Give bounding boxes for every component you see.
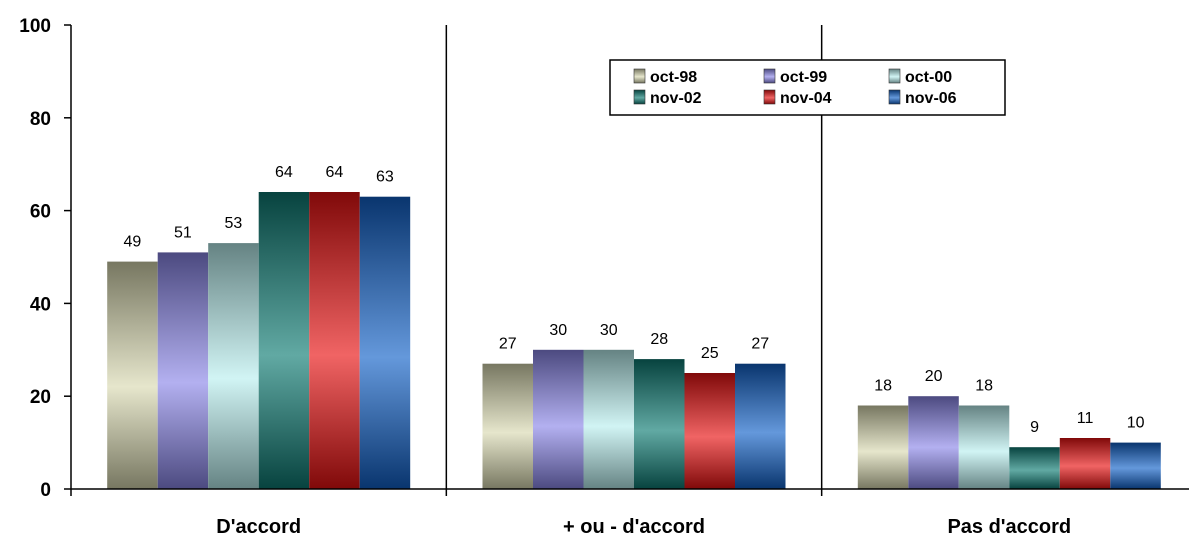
bar-oct-00-1 — [583, 349, 634, 489]
data-label-oct-00-2: 18 — [975, 378, 993, 395]
data-label-nov-04-1: 25 — [701, 345, 719, 362]
data-label-oct-00-1: 30 — [600, 322, 618, 339]
data-label-oct-99-0: 51 — [174, 224, 192, 241]
axes-layer: 0 20 40 60 80 100 — [19, 16, 1189, 501]
bar-oct-00-2 — [958, 405, 1010, 489]
data-label-oct-00-0: 53 — [225, 215, 243, 232]
data-label-nov-02-2: 9 — [1030, 419, 1039, 436]
labels-layer: 49 51 53 64 64 63 D'accord 27 30 30 28 25 27 + ou - d… — [124, 164, 1145, 538]
bar-oct-98-0 — [107, 261, 158, 489]
bar-oct-00-0 — [208, 243, 259, 489]
data-label-oct-99-1: 30 — [549, 322, 567, 339]
y-tick-label-100: 100 — [19, 16, 51, 37]
bar-nov-06-1 — [735, 363, 786, 489]
category-label-0: D'accord — [216, 516, 301, 538]
data-label-oct-98-2: 18 — [874, 378, 892, 395]
legend-box — [609, 59, 1006, 116]
data-label-nov-02-1: 28 — [650, 331, 668, 348]
data-label-oct-98-1: 27 — [499, 336, 517, 353]
legend: oct-98 oct-99 oct-00 nov-02 nov-04 nov-06 — [609, 59, 1006, 116]
y-tick-label-20: 20 — [30, 387, 51, 408]
y-tick-label-80: 80 — [30, 109, 51, 130]
bar-nov-02-2 — [1009, 447, 1060, 489]
bar-oct-99-0 — [157, 252, 209, 489]
legend-label-oct-98: oct-98 — [650, 69, 697, 86]
data-label-nov-04-0: 64 — [326, 164, 344, 181]
bar-oct-98-2 — [857, 405, 909, 489]
category-label-2: Pas d'accord — [947, 516, 1071, 538]
category-label-1: + ou - d'accord — [563, 516, 705, 538]
data-label-oct-99-2: 20 — [925, 368, 943, 385]
data-label-nov-06-1: 27 — [751, 336, 769, 353]
legend-label-oct-99: oct-99 — [780, 69, 827, 86]
data-label-nov-06-2: 10 — [1127, 415, 1145, 432]
legend-label-nov-02: nov-02 — [650, 90, 702, 107]
bars-layer — [107, 192, 1161, 489]
bar-nov-06-2 — [1110, 442, 1161, 489]
bar-oct-98-1 — [482, 363, 533, 489]
y-tick-label-0: 0 — [40, 480, 51, 501]
bar-nov-04-0 — [309, 192, 360, 489]
data-label-oct-98-0: 49 — [124, 234, 142, 251]
legend-label-oct-00: oct-00 — [905, 69, 952, 86]
bar-nov-02-1 — [634, 359, 685, 489]
bar-nov-04-2 — [1059, 438, 1111, 489]
legend-swatch-nov-02 — [633, 89, 646, 105]
data-label-nov-06-0: 63 — [376, 169, 394, 186]
bar-nov-02-0 — [258, 192, 310, 489]
bar-nov-06-0 — [359, 196, 411, 489]
legend-swatch-oct-98 — [633, 68, 646, 84]
bar-oct-99-1 — [533, 349, 584, 489]
legend-swatch-oct-00 — [888, 68, 901, 84]
bar-nov-04-1 — [684, 373, 735, 489]
legend-label-nov-06: nov-06 — [905, 90, 957, 107]
legend-swatch-nov-04 — [763, 89, 776, 105]
legend-swatch-oct-99 — [763, 68, 776, 84]
data-label-nov-04-2: 11 — [1077, 410, 1094, 427]
bar-oct-99-2 — [908, 396, 959, 489]
legend-swatch-nov-06 — [888, 89, 901, 105]
y-tick-label-60: 60 — [30, 202, 51, 223]
data-label-nov-02-0: 64 — [275, 164, 293, 181]
legend-label-nov-04: nov-04 — [780, 90, 832, 107]
y-tick-label-40: 40 — [30, 294, 51, 315]
